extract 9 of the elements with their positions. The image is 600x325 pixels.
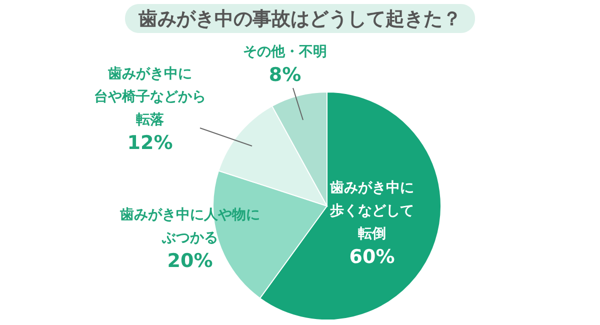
slice-label: その他・不明 <box>243 44 327 60</box>
data-label: 60% <box>349 246 395 268</box>
slice-label: 歯みがき中に歩くなどして転倒 <box>329 180 414 242</box>
chart-title: 歯みがき中の事故はどうして起きた？ <box>138 8 462 30</box>
slice-label: 歯みがき中に人や物にぶつかる <box>119 207 260 246</box>
data-label: 12% <box>127 132 173 154</box>
data-label: 8% <box>268 64 302 86</box>
slice-label: 歯みがき中に台や椅子などから転落 <box>94 66 206 128</box>
data-label: 20% <box>167 250 213 272</box>
